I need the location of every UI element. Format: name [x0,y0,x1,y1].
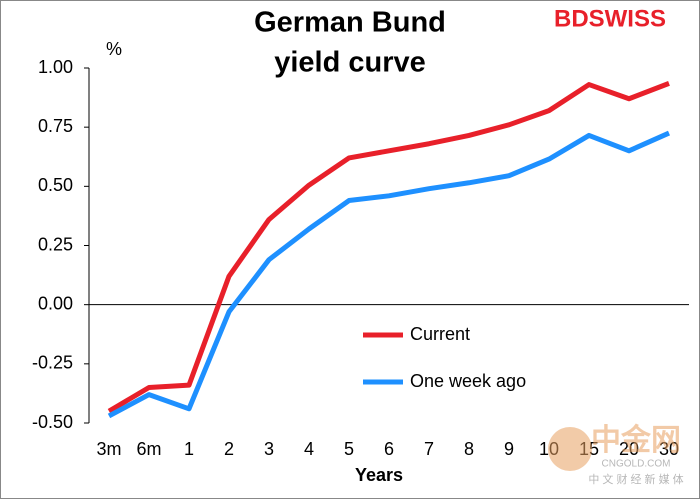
x-tick-label: 6 [384,439,394,459]
y-tick-label: 0.25 [38,234,73,254]
series-line [107,130,671,419]
watermark: 中金网 [591,423,681,457]
y-tick-label: -0.25 [32,353,73,373]
x-tick-label: 1 [184,439,194,459]
legend-label: One week ago [410,371,526,391]
chart-title: yield curve [274,47,426,79]
watermark: 中 文 财 经 新 媒 体 [588,472,683,486]
y-tick-label: 0.75 [38,116,73,136]
x-tick-label: 8 [464,439,474,459]
x-axis-title: Years [355,465,403,485]
y-tick-label: 1.00 [38,57,73,77]
chart-title: German Bund [254,7,446,39]
x-tick-label: 6m [136,439,161,459]
x-tick-label: 30 [659,439,679,459]
y-tick-label: 0.00 [38,293,73,313]
x-tick-label: 3m [96,439,121,459]
x-tick-label: 5 [344,439,354,459]
x-tick-label: 9 [504,439,514,459]
x-tick-label: 2 [224,439,234,459]
y-tick-label: 0.50 [38,175,73,195]
series-line [107,81,670,414]
watermark: CNGOLD.COM [602,459,671,470]
x-tick-label: 7 [424,439,434,459]
legend-label: Current [410,324,470,344]
y-axis-unit: % [106,39,122,59]
y-tick-label: -0.50 [32,412,73,432]
watermark-icon [548,427,592,471]
brand-logo: BDSWISS [554,5,666,32]
x-tick-label: 3 [264,439,274,459]
x-tick-label: 20 [619,439,639,459]
x-tick-label: 4 [304,439,314,459]
